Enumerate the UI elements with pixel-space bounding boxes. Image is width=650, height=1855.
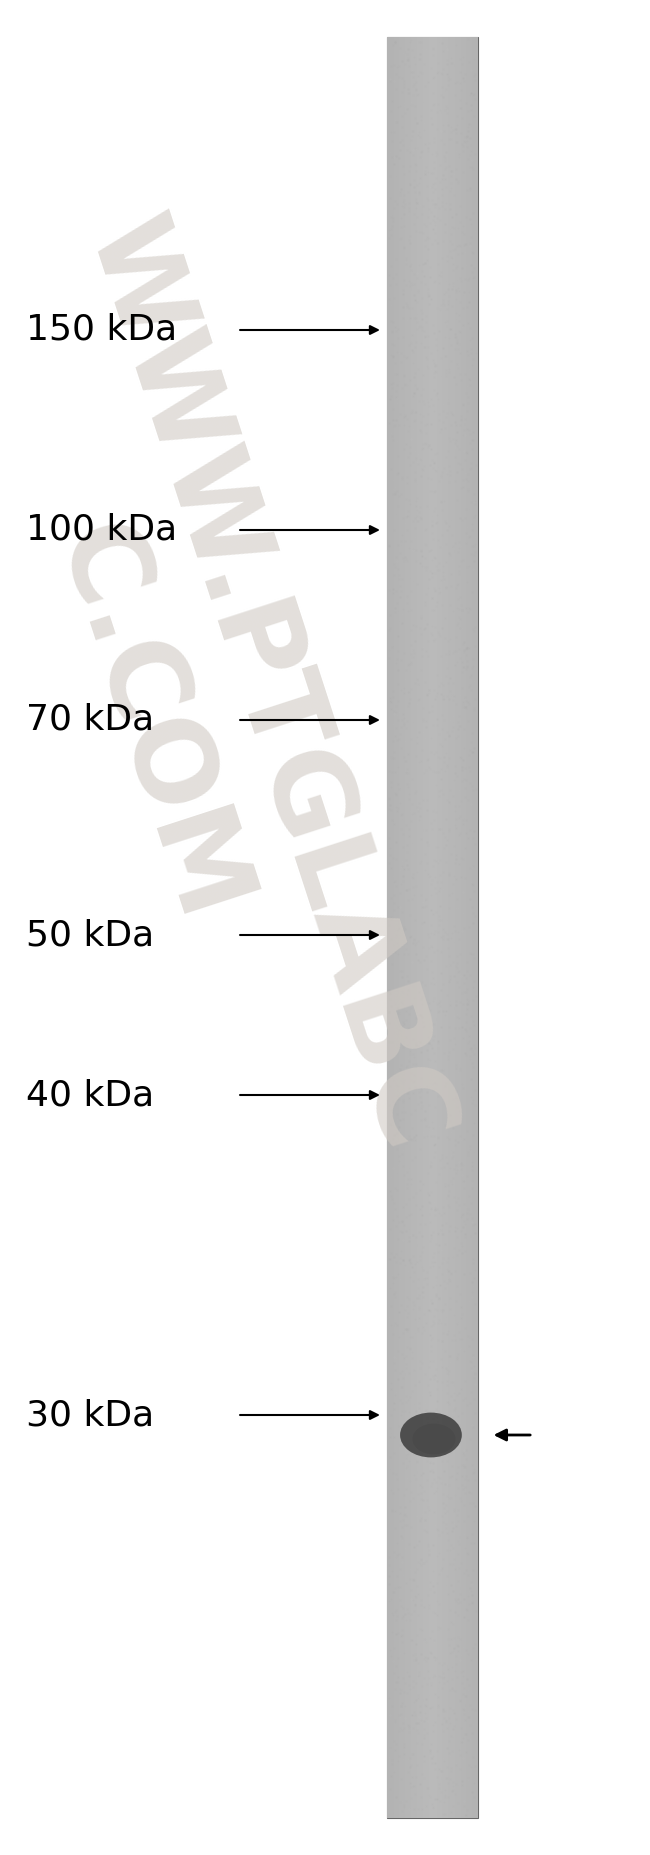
- Bar: [474, 37, 476, 1818]
- Ellipse shape: [412, 1423, 456, 1454]
- Bar: [464, 37, 465, 1818]
- Bar: [424, 37, 425, 1818]
- Bar: [429, 37, 430, 1818]
- Bar: [419, 37, 420, 1818]
- Bar: [421, 37, 422, 1818]
- Text: 40 kDa: 40 kDa: [26, 1078, 154, 1111]
- Bar: [462, 37, 463, 1818]
- Bar: [393, 37, 395, 1818]
- Bar: [445, 37, 446, 1818]
- Bar: [443, 37, 445, 1818]
- Bar: [425, 37, 426, 1818]
- Bar: [428, 37, 429, 1818]
- Bar: [402, 37, 403, 1818]
- Bar: [456, 37, 458, 1818]
- Ellipse shape: [400, 1414, 461, 1458]
- Bar: [395, 37, 396, 1818]
- Text: 70 kDa: 70 kDa: [26, 703, 154, 736]
- Bar: [458, 37, 460, 1818]
- Bar: [405, 37, 406, 1818]
- Text: 50 kDa: 50 kDa: [26, 918, 154, 952]
- Bar: [454, 37, 455, 1818]
- Bar: [411, 37, 412, 1818]
- Text: 150 kDa: 150 kDa: [26, 313, 177, 347]
- Bar: [396, 37, 397, 1818]
- Bar: [397, 37, 398, 1818]
- Bar: [416, 37, 417, 1818]
- Bar: [406, 37, 407, 1818]
- Bar: [476, 37, 478, 1818]
- Bar: [412, 37, 413, 1818]
- Bar: [408, 37, 410, 1818]
- Bar: [403, 37, 404, 1818]
- Bar: [467, 37, 469, 1818]
- Bar: [407, 37, 408, 1818]
- Bar: [469, 37, 470, 1818]
- Bar: [410, 37, 411, 1818]
- Bar: [465, 37, 467, 1818]
- Bar: [473, 37, 474, 1818]
- Bar: [399, 37, 400, 1818]
- Bar: [441, 37, 443, 1818]
- Bar: [472, 37, 473, 1818]
- Bar: [413, 37, 414, 1818]
- Bar: [450, 37, 452, 1818]
- Bar: [448, 37, 449, 1818]
- Bar: [417, 37, 419, 1818]
- Bar: [431, 37, 432, 1818]
- Bar: [390, 37, 391, 1818]
- Bar: [432, 37, 434, 1818]
- Bar: [434, 37, 436, 1818]
- Bar: [391, 37, 393, 1818]
- Bar: [400, 37, 402, 1818]
- Bar: [430, 37, 431, 1818]
- Bar: [388, 37, 389, 1818]
- Bar: [460, 37, 461, 1818]
- Bar: [437, 37, 438, 1818]
- Text: 30 kDa: 30 kDa: [26, 1399, 154, 1432]
- Bar: [471, 37, 472, 1818]
- Bar: [455, 37, 456, 1818]
- Text: 100 kDa: 100 kDa: [26, 514, 177, 547]
- Bar: [426, 37, 428, 1818]
- Bar: [423, 37, 424, 1818]
- Bar: [414, 37, 415, 1818]
- Bar: [415, 37, 416, 1818]
- Text: WWW.PTGLABC
C.COM: WWW.PTGLABC C.COM: [0, 206, 468, 1204]
- Bar: [438, 37, 439, 1818]
- Bar: [452, 37, 454, 1818]
- Bar: [404, 37, 405, 1818]
- Bar: [398, 37, 399, 1818]
- Bar: [387, 37, 478, 1818]
- Bar: [420, 37, 421, 1818]
- Bar: [446, 37, 447, 1818]
- Bar: [463, 37, 464, 1818]
- Bar: [387, 37, 388, 1818]
- Bar: [439, 37, 440, 1818]
- Bar: [470, 37, 471, 1818]
- Bar: [422, 37, 423, 1818]
- Bar: [389, 37, 390, 1818]
- Bar: [449, 37, 450, 1818]
- Bar: [447, 37, 448, 1818]
- Bar: [440, 37, 441, 1818]
- Bar: [436, 37, 437, 1818]
